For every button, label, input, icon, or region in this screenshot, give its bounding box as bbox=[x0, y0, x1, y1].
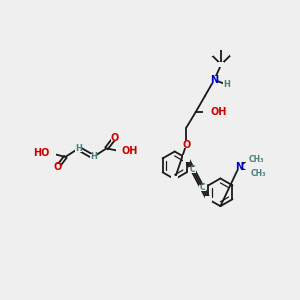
Text: O: O bbox=[182, 140, 190, 150]
Bar bbox=[111, 135, 118, 142]
Text: OH: OH bbox=[122, 146, 138, 157]
Bar bbox=[189, 167, 196, 173]
Text: H: H bbox=[75, 144, 82, 153]
Bar bbox=[75, 145, 82, 152]
Bar bbox=[223, 81, 230, 88]
Bar bbox=[218, 45, 224, 50]
Text: N: N bbox=[210, 75, 218, 85]
Bar bbox=[171, 176, 178, 182]
Text: OH: OH bbox=[210, 107, 227, 117]
Bar bbox=[235, 164, 243, 170]
Text: O: O bbox=[53, 162, 62, 172]
Bar bbox=[44, 150, 56, 156]
Bar bbox=[183, 155, 190, 161]
Text: CH₃: CH₃ bbox=[250, 169, 266, 178]
Text: O: O bbox=[110, 134, 118, 143]
Bar bbox=[90, 154, 97, 160]
Text: C: C bbox=[200, 183, 205, 192]
Bar bbox=[116, 148, 128, 154]
Text: H: H bbox=[90, 152, 97, 161]
Bar bbox=[205, 196, 212, 202]
Bar bbox=[243, 170, 257, 176]
Bar bbox=[241, 156, 255, 162]
Bar bbox=[218, 62, 224, 67]
Text: H: H bbox=[223, 80, 230, 89]
Text: C: C bbox=[190, 165, 196, 174]
Bar bbox=[199, 185, 206, 191]
Bar bbox=[206, 50, 213, 56]
Bar bbox=[182, 141, 190, 148]
Bar bbox=[210, 76, 218, 83]
Bar bbox=[203, 109, 216, 116]
Bar bbox=[230, 50, 236, 56]
Bar bbox=[54, 164, 61, 170]
Text: N: N bbox=[235, 162, 243, 172]
Text: CH₃: CH₃ bbox=[249, 155, 265, 164]
Text: HO: HO bbox=[34, 148, 50, 158]
